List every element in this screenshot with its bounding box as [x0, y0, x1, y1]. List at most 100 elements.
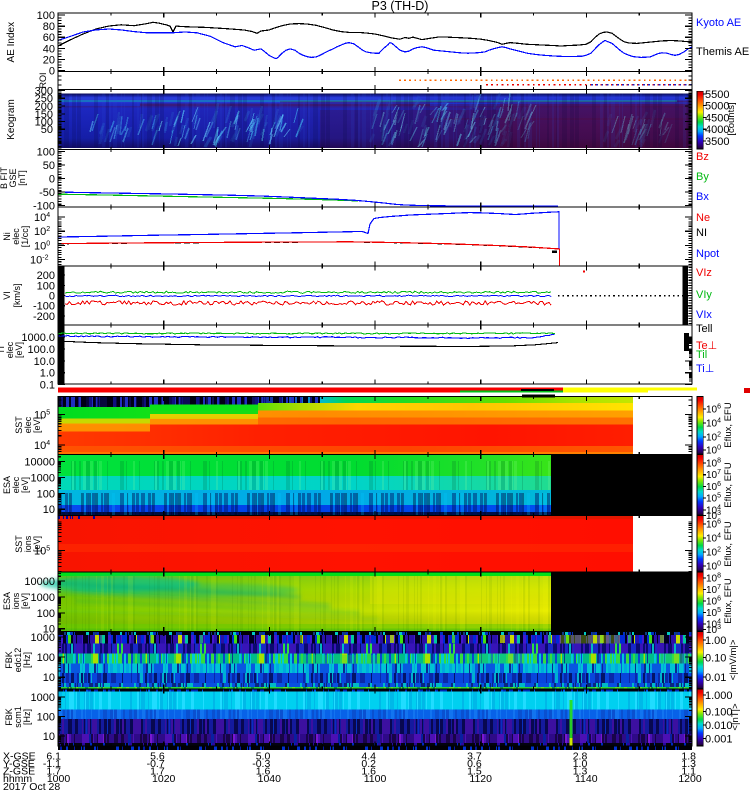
- svg-text:50: 50: [43, 160, 55, 172]
- svg-text:40: 40: [43, 43, 55, 55]
- svg-text:100: 100: [37, 711, 55, 723]
- svg-text:edc12: edc12: [13, 648, 23, 673]
- svg-text:Y-GSE: Y-GSE: [3, 758, 35, 770]
- svg-text:1000: 1000: [31, 472, 55, 484]
- svg-text:100: 100: [37, 10, 55, 22]
- svg-text:Ti⊥: Ti⊥: [696, 363, 714, 375]
- svg-text:Eflux, EFU: Eflux, EFU: [723, 521, 734, 567]
- svg-text:10.0: 10.0: [34, 356, 55, 368]
- svg-text:1120: 1120: [469, 773, 492, 785]
- svg-text:3.7: 3.7: [467, 750, 482, 762]
- svg-text:elec: elec: [5, 341, 15, 358]
- svg-text:NI: NI: [696, 227, 707, 239]
- svg-text:Te⊥: Te⊥: [696, 340, 717, 352]
- svg-text:[eV]: [eV]: [20, 477, 30, 493]
- svg-text:1040: 1040: [258, 773, 282, 785]
- svg-text:5.0: 5.0: [256, 750, 271, 762]
- svg-text:VIx: VIx: [696, 309, 712, 321]
- svg-text:scm1: scm1: [13, 706, 23, 728]
- svg-text:-100: -100: [33, 301, 55, 313]
- svg-text:[eV]: [eV]: [32, 536, 42, 552]
- svg-text:200: 200: [35, 101, 53, 113]
- svg-text:0: 0: [49, 291, 55, 303]
- svg-text:20: 20: [43, 54, 55, 66]
- svg-text:ROI: ROI: [38, 72, 48, 88]
- svg-text:[1/cc]: [1/cc]: [20, 226, 30, 248]
- svg-text:Til: Til: [696, 349, 707, 361]
- svg-text:1.00: 1.00: [705, 635, 726, 647]
- svg-text:elec: elec: [11, 476, 21, 493]
- svg-text:0.010: 0.010: [705, 720, 733, 732]
- svg-text:5000: 5000: [705, 101, 729, 113]
- svg-text:GSE: GSE: [8, 168, 18, 187]
- svg-text:B FIT: B FIT: [0, 166, 9, 189]
- svg-text:104: 104: [34, 440, 50, 452]
- svg-text:-1.1: -1.1: [43, 758, 61, 770]
- svg-text:Z-GSE: Z-GSE: [3, 766, 35, 778]
- svg-text:105: 105: [34, 410, 50, 422]
- svg-text:4000: 4000: [705, 124, 729, 136]
- svg-text:1.7: 1.7: [150, 766, 165, 778]
- svg-text:100: 100: [37, 652, 55, 664]
- svg-text:105: 105: [34, 546, 50, 558]
- svg-text:1000.0: 1000.0: [21, 332, 55, 344]
- svg-text:1200: 1200: [678, 773, 702, 785]
- svg-text:[nT]: [nT]: [17, 170, 27, 186]
- svg-text:[km/s]: [km/s]: [12, 284, 22, 308]
- svg-text:VIy: VIy: [696, 289, 712, 301]
- svg-text:ESA: ESA: [2, 476, 12, 494]
- svg-text:0: 0: [49, 65, 55, 77]
- svg-text:4500: 4500: [705, 112, 729, 124]
- svg-text:10: 10: [43, 504, 55, 516]
- svg-text:<|nT|>: <|nT|>: [730, 703, 741, 731]
- svg-text:1000: 1000: [31, 692, 55, 704]
- svg-text:VI: VI: [2, 291, 12, 300]
- svg-text:TI: TI: [0, 346, 6, 354]
- svg-text:6.1: 6.1: [46, 750, 61, 762]
- svg-text:1140: 1140: [575, 773, 598, 785]
- svg-text:0.1: 0.1: [40, 380, 55, 392]
- svg-text:SST: SST: [14, 535, 24, 553]
- svg-text:4.4: 4.4: [361, 750, 376, 762]
- svg-text:By: By: [696, 171, 709, 183]
- svg-text:100: 100: [37, 280, 55, 292]
- svg-text:[eV]: [eV]: [20, 593, 30, 609]
- svg-text:elec: elec: [11, 228, 21, 245]
- svg-text:FBK: FBK: [4, 651, 14, 669]
- svg-text:0.01: 0.01: [705, 672, 726, 684]
- svg-text:100: 100: [37, 608, 55, 620]
- svg-text:Eflux, EFU: Eflux, EFU: [723, 578, 734, 624]
- svg-text:10000: 10000: [24, 457, 55, 469]
- svg-text:1000: 1000: [47, 773, 71, 785]
- svg-text:1.5: 1.5: [467, 766, 482, 778]
- svg-text:1000: 1000: [31, 592, 55, 604]
- svg-text:[Hz]: [Hz]: [22, 709, 32, 725]
- svg-text:300: 300: [35, 86, 53, 98]
- svg-text:Npot: Npot: [696, 248, 719, 260]
- svg-text:0.100: 0.100: [705, 707, 733, 719]
- svg-text:1.6: 1.6: [256, 766, 271, 778]
- svg-text:P3 (TH-D): P3 (TH-D): [372, 0, 429, 13]
- svg-text:VIz: VIz: [696, 267, 712, 279]
- svg-text:100: 100: [37, 147, 55, 159]
- svg-text:-200: -200: [33, 311, 55, 323]
- svg-text:80: 80: [43, 21, 55, 33]
- svg-text:ions: ions: [23, 535, 33, 552]
- svg-text:hhmm: hhmm: [3, 773, 32, 785]
- svg-text:-0.7: -0.7: [147, 758, 165, 770]
- svg-text:60: 60: [43, 32, 55, 44]
- svg-text:1.0: 1.0: [573, 758, 588, 770]
- svg-text:-50: -50: [39, 187, 55, 199]
- svg-text:100: 100: [34, 240, 50, 252]
- svg-text:10: 10: [43, 624, 55, 636]
- svg-text:1.3: 1.3: [573, 766, 588, 778]
- svg-text:0.001: 0.001: [705, 734, 733, 746]
- svg-text:elec: elec: [23, 416, 33, 433]
- svg-text:5500: 5500: [705, 89, 729, 101]
- svg-text:1100: 1100: [364, 773, 387, 785]
- svg-text:ions: ions: [11, 592, 21, 609]
- svg-text:5.6: 5.6: [150, 750, 165, 762]
- svg-text:2017 Oct 28: 2017 Oct 28: [3, 781, 60, 793]
- svg-text:Ne: Ne: [696, 212, 710, 224]
- svg-text:10: 10: [43, 731, 55, 743]
